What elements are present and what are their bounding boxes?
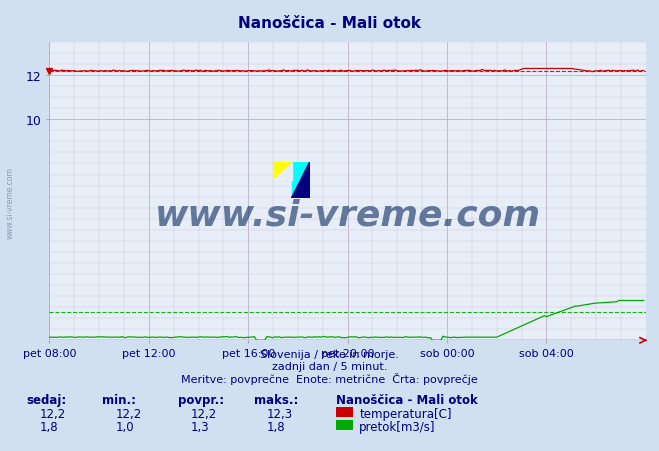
Text: zadnji dan / 5 minut.: zadnji dan / 5 minut. xyxy=(272,361,387,371)
Polygon shape xyxy=(273,162,291,180)
Text: 1,8: 1,8 xyxy=(267,420,285,433)
Polygon shape xyxy=(291,162,310,198)
Text: 12,2: 12,2 xyxy=(191,407,217,420)
Text: www.si-vreme.com: www.si-vreme.com xyxy=(5,167,14,239)
Text: pretok[m3/s]: pretok[m3/s] xyxy=(359,420,436,433)
Text: maks.:: maks.: xyxy=(254,393,298,406)
Text: sedaj:: sedaj: xyxy=(26,393,67,406)
Text: 1,8: 1,8 xyxy=(40,420,58,433)
Text: 12,2: 12,2 xyxy=(40,407,66,420)
Text: 12,3: 12,3 xyxy=(267,407,293,420)
Text: temperatura[C]: temperatura[C] xyxy=(359,407,451,420)
Text: 1,0: 1,0 xyxy=(115,420,134,433)
Text: Meritve: povprečne  Enote: metrične  Črta: povprečje: Meritve: povprečne Enote: metrične Črta:… xyxy=(181,372,478,384)
Polygon shape xyxy=(291,162,310,198)
Text: Nanoščica - Mali otok: Nanoščica - Mali otok xyxy=(238,16,421,31)
Text: 1,3: 1,3 xyxy=(191,420,210,433)
Text: Nanoščica - Mali otok: Nanoščica - Mali otok xyxy=(336,393,478,406)
Text: min.:: min.: xyxy=(102,393,136,406)
Text: Slovenija / reke in morje.: Slovenija / reke in morje. xyxy=(260,350,399,359)
Text: povpr.:: povpr.: xyxy=(178,393,224,406)
Text: www.si-vreme.com: www.si-vreme.com xyxy=(155,198,540,232)
Text: 12,2: 12,2 xyxy=(115,407,142,420)
Polygon shape xyxy=(273,162,291,180)
